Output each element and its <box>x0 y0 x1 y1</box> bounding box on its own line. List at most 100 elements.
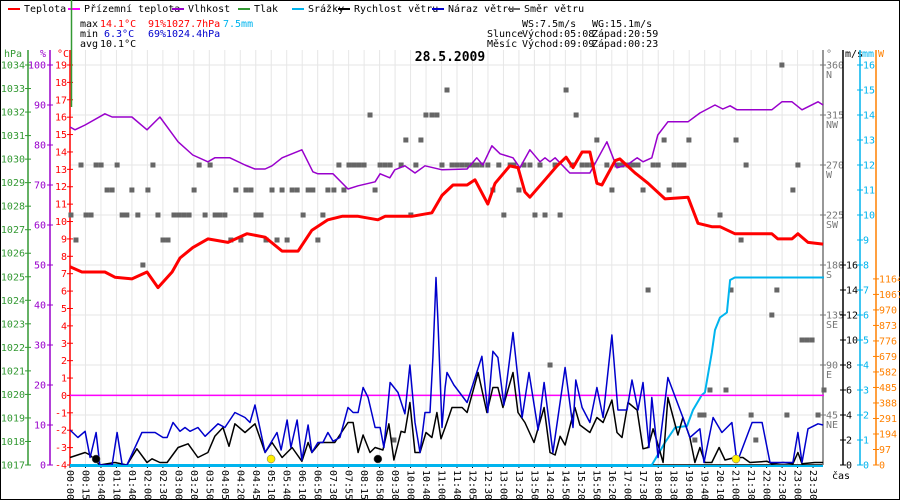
wind-direction-point <box>191 187 197 193</box>
x-tick-label: 11:00 <box>436 470 447 500</box>
wind-direction-point <box>821 387 827 393</box>
legend-label: Náraz větru <box>448 3 514 15</box>
wind-direction-point <box>73 237 79 243</box>
wind-direction-point <box>207 162 213 168</box>
x-tick-label: 03:50 <box>203 470 214 500</box>
pressure-tick-label: 1028 <box>1 202 25 213</box>
x-tick-label: 19:00 <box>683 470 694 500</box>
wind-direction-point <box>289 187 295 193</box>
pressure-tick-label: 1019 <box>1 413 25 424</box>
wind-direction-point <box>753 437 759 443</box>
pressure-tick-label: 1025 <box>1 272 25 283</box>
radiation-tick-label: 970 <box>879 305 897 316</box>
temperature-tick-label: 10 <box>55 217 67 228</box>
x-tick-label: 21:00 <box>730 470 741 500</box>
x-tick-label: 13:00 <box>497 470 508 500</box>
wind-tick-label: 6 <box>846 386 852 397</box>
direction-tick-label: 45 <box>826 411 838 422</box>
direction-compass-label: E <box>826 370 832 381</box>
legend-item: Tlak <box>238 4 278 15</box>
wind-direction-point <box>799 337 805 343</box>
wind-direction-point <box>88 212 94 218</box>
moon-label: Měsíc <box>487 38 517 50</box>
wind-direction-point <box>274 237 280 243</box>
x-tick-label: 10:40 <box>420 470 431 500</box>
wind-tick-label: 14 <box>846 286 858 297</box>
humidity-tick-label: 50 <box>34 261 46 272</box>
rain-tick-label: 0 <box>863 461 869 472</box>
x-tick-label: 16:20 <box>606 470 617 500</box>
sunrise-time: Východ:05:08 <box>522 28 594 40</box>
wind-direction-point <box>527 162 533 168</box>
wind-direction-point <box>614 162 620 168</box>
wind-direction-point <box>361 162 367 168</box>
legend-item: Srážky <box>292 3 344 15</box>
direction-compass-label: NW <box>826 120 839 131</box>
stat-min-label: min <box>80 29 98 40</box>
rain-tick-label: 6 <box>863 311 869 322</box>
wind-direction-point <box>728 287 734 293</box>
x-tick-label: 02:30 <box>157 470 168 500</box>
stat-avg-temp: 10.1°C <box>100 39 136 50</box>
legend-item: Vlhkost <box>172 4 230 15</box>
x-tick-label: 06:50 <box>312 470 323 500</box>
temperature-tick-label: 1 <box>61 374 67 385</box>
radiation-tick-label: 582 <box>879 367 897 378</box>
wind-direction-point <box>377 162 383 168</box>
pressure-tick-label: 1017 <box>1 461 25 472</box>
wind-direction-point <box>320 212 326 218</box>
wind-direction-point <box>501 212 507 218</box>
wind-direction-point <box>155 212 161 218</box>
legend-label: Přízemní teplota <box>84 3 180 15</box>
wind-direction-point <box>532 212 538 218</box>
legend-label: Tlak <box>254 4 278 15</box>
wind-direction-point <box>485 162 491 168</box>
humidity-tick-label: 40 <box>34 301 46 312</box>
pressure-tick-label: 1032 <box>1 108 25 119</box>
wind-tick-label: 16 <box>846 261 858 272</box>
wind-direction-point <box>655 162 661 168</box>
direction-axis-unit: ° <box>826 49 832 60</box>
x-tick-label: 01:40 <box>126 470 137 500</box>
series-n-raz-v-tru-line <box>69 276 824 466</box>
x-tick-label: 08:50 <box>374 470 385 500</box>
wind-tick-label: 0 <box>846 461 852 472</box>
rain-tick-label: 4 <box>863 361 869 372</box>
wind-direction-point <box>563 87 569 93</box>
wind-direction-point <box>341 187 347 193</box>
wind-direction-point <box>145 187 151 193</box>
wind-direction-point <box>372 187 378 193</box>
direction-tick-label: 270 <box>826 161 844 172</box>
wind-direction-point <box>398 162 404 168</box>
wind-direction-point <box>707 387 713 393</box>
wind-tick-label: 2 <box>846 436 852 447</box>
wind-direction-point <box>315 237 321 243</box>
temperature-axis-unit: °C <box>57 49 69 60</box>
wind-direction-point <box>423 112 429 118</box>
stat-min-temp: 6.3°C <box>104 29 134 40</box>
wind-direction-point <box>661 137 667 143</box>
x-tick-label: 00:15 <box>79 470 90 500</box>
pressure-tick-label: 1023 <box>1 319 25 330</box>
legend-item: Rychlost větru <box>338 3 438 15</box>
wind-direction-point <box>284 237 290 243</box>
wind-direction-point <box>804 337 810 343</box>
humidity-axis-unit: % <box>40 49 46 60</box>
pressure-tick-label: 1026 <box>1 249 25 260</box>
series-rychlost-v-tru-line <box>69 371 824 466</box>
wind-direction-point <box>630 162 636 168</box>
x-tick-label: 23:00 <box>792 470 803 500</box>
wind-direction-point <box>697 412 703 418</box>
temperature-tick-label: -1 <box>55 408 67 419</box>
temperature-tick-label: 15 <box>55 130 67 141</box>
wind-direction-point <box>310 187 316 193</box>
radiation-tick-label: 485 <box>879 383 897 394</box>
x-tick-label: 11:40 <box>451 470 462 500</box>
direction-compass-label: W <box>826 170 833 181</box>
wind-direction-point <box>579 162 585 168</box>
stat-max-temp: 14.1°C <box>100 19 136 30</box>
wind-direction-point <box>129 187 135 193</box>
wind-direction-point <box>114 162 120 168</box>
x-tick-label: 12:30 <box>482 470 493 500</box>
